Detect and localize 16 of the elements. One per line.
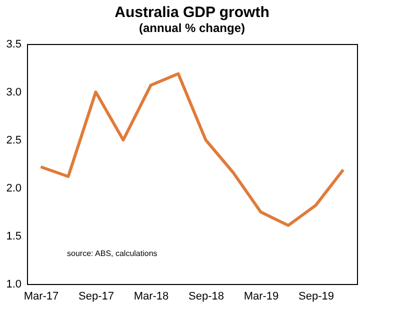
y-tick-label: 3.0 [6, 86, 22, 98]
y-tick-label: 2.0 [6, 182, 22, 194]
y-tick-label: 1.0 [6, 278, 22, 290]
x-tick-label: Mar-18 [134, 290, 169, 302]
y-tick-label: 3.5 [6, 38, 22, 50]
x-tick-label: Mar-17 [24, 290, 59, 302]
x-tick-label: Sep-19 [298, 290, 334, 302]
y-tick-label: 1.5 [6, 230, 22, 242]
y-tick-label: 2.5 [6, 134, 22, 146]
chart-title: Australia GDP growth [114, 4, 270, 21]
x-tick-label: Sep-17 [78, 290, 114, 302]
line-series [39, 72, 345, 227]
annotation: source: ABS, calculations [67, 249, 158, 258]
x-tick-label: Sep-18 [188, 290, 224, 302]
x-tick-label: Mar-19 [244, 290, 279, 302]
chart-subtitle: (annual % change) [138, 21, 246, 35]
